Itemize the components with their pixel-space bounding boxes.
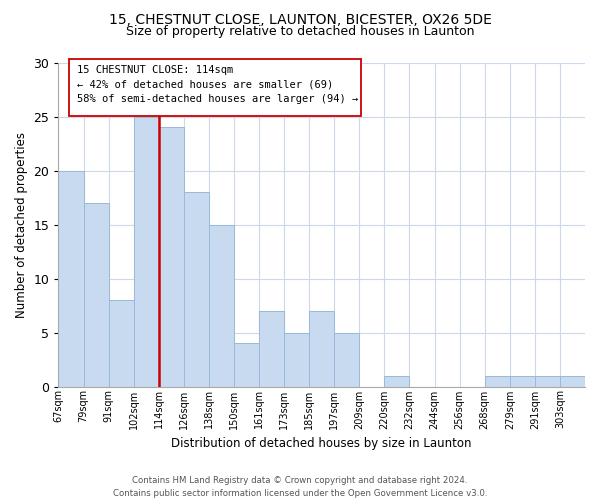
Bar (58, 170, 83, 386)
Text: 15 CHESTNUT CLOSE: 114sqm
← 42% of detached houses are smaller (69)
58% of semi-: 15 CHESTNUT CLOSE: 114sqm ← 42% of detac… (77, 65, 358, 104)
Bar (510, 376, 535, 386)
Y-axis label: Number of detached properties: Number of detached properties (15, 132, 28, 318)
Bar (284, 332, 309, 386)
Bar (535, 376, 560, 386)
Bar (159, 128, 184, 386)
Text: Size of property relative to detached houses in Launton: Size of property relative to detached ho… (126, 25, 474, 38)
Bar (109, 300, 134, 386)
Bar (309, 311, 334, 386)
X-axis label: Distribution of detached houses by size in Launton: Distribution of detached houses by size … (172, 437, 472, 450)
Bar (184, 192, 209, 386)
Text: Contains HM Land Registry data © Crown copyright and database right 2024.
Contai: Contains HM Land Registry data © Crown c… (113, 476, 487, 498)
FancyBboxPatch shape (69, 60, 361, 116)
Text: 15, CHESTNUT CLOSE, LAUNTON, BICESTER, OX26 5DE: 15, CHESTNUT CLOSE, LAUNTON, BICESTER, O… (109, 12, 491, 26)
Bar (209, 224, 234, 386)
Bar (560, 376, 585, 386)
Bar (259, 311, 284, 386)
Bar (385, 376, 409, 386)
Bar (334, 332, 359, 386)
Bar (134, 116, 159, 386)
Bar (83, 203, 109, 386)
Bar (485, 376, 510, 386)
Bar (234, 344, 259, 386)
